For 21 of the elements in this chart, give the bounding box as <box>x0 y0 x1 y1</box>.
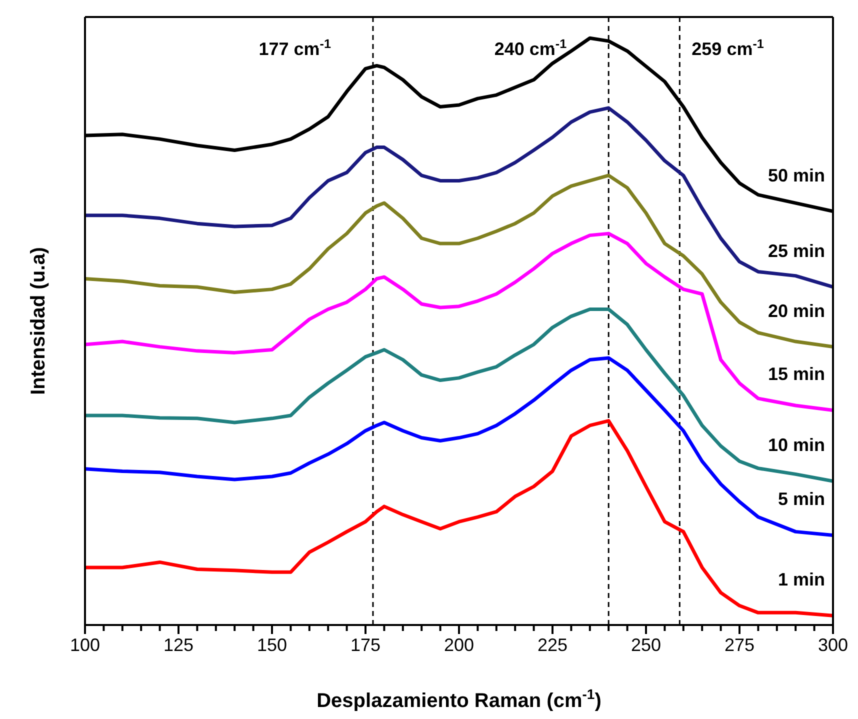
series-label: 20 min <box>768 300 825 321</box>
y-axis-title: Intensidad (u.a) <box>28 247 50 395</box>
x-tick-label: 250 <box>630 635 662 655</box>
series-label: 50 min <box>768 165 825 186</box>
ref-line-label: 177 cm$^{-1}$ <box>258 37 331 59</box>
series-label: 10 min <box>768 435 825 456</box>
x-axis-title: Desplazamiento Raman (cm$^{-1}$) <box>316 686 602 712</box>
x-tick-label: 225 <box>537 635 568 655</box>
ref-line-label: 259 cm$^{-1}$ <box>692 37 764 59</box>
x-tick-label: 100 <box>70 635 100 655</box>
ref-line-label: 240 cm$^{-1}$ <box>494 37 567 59</box>
series-label: 1 min <box>778 570 825 590</box>
series-label: 25 min <box>768 240 825 261</box>
x-tick-label: 300 <box>818 635 848 655</box>
series-label: 5 min <box>778 489 825 510</box>
x-tick-label: 175 <box>350 635 381 655</box>
x-tick-label: 125 <box>163 635 194 655</box>
x-tick-label: 275 <box>724 635 755 655</box>
series-label: 15 min <box>768 364 825 384</box>
x-tick-label: 150 <box>256 635 288 655</box>
x-tick-label: 200 <box>444 635 474 655</box>
